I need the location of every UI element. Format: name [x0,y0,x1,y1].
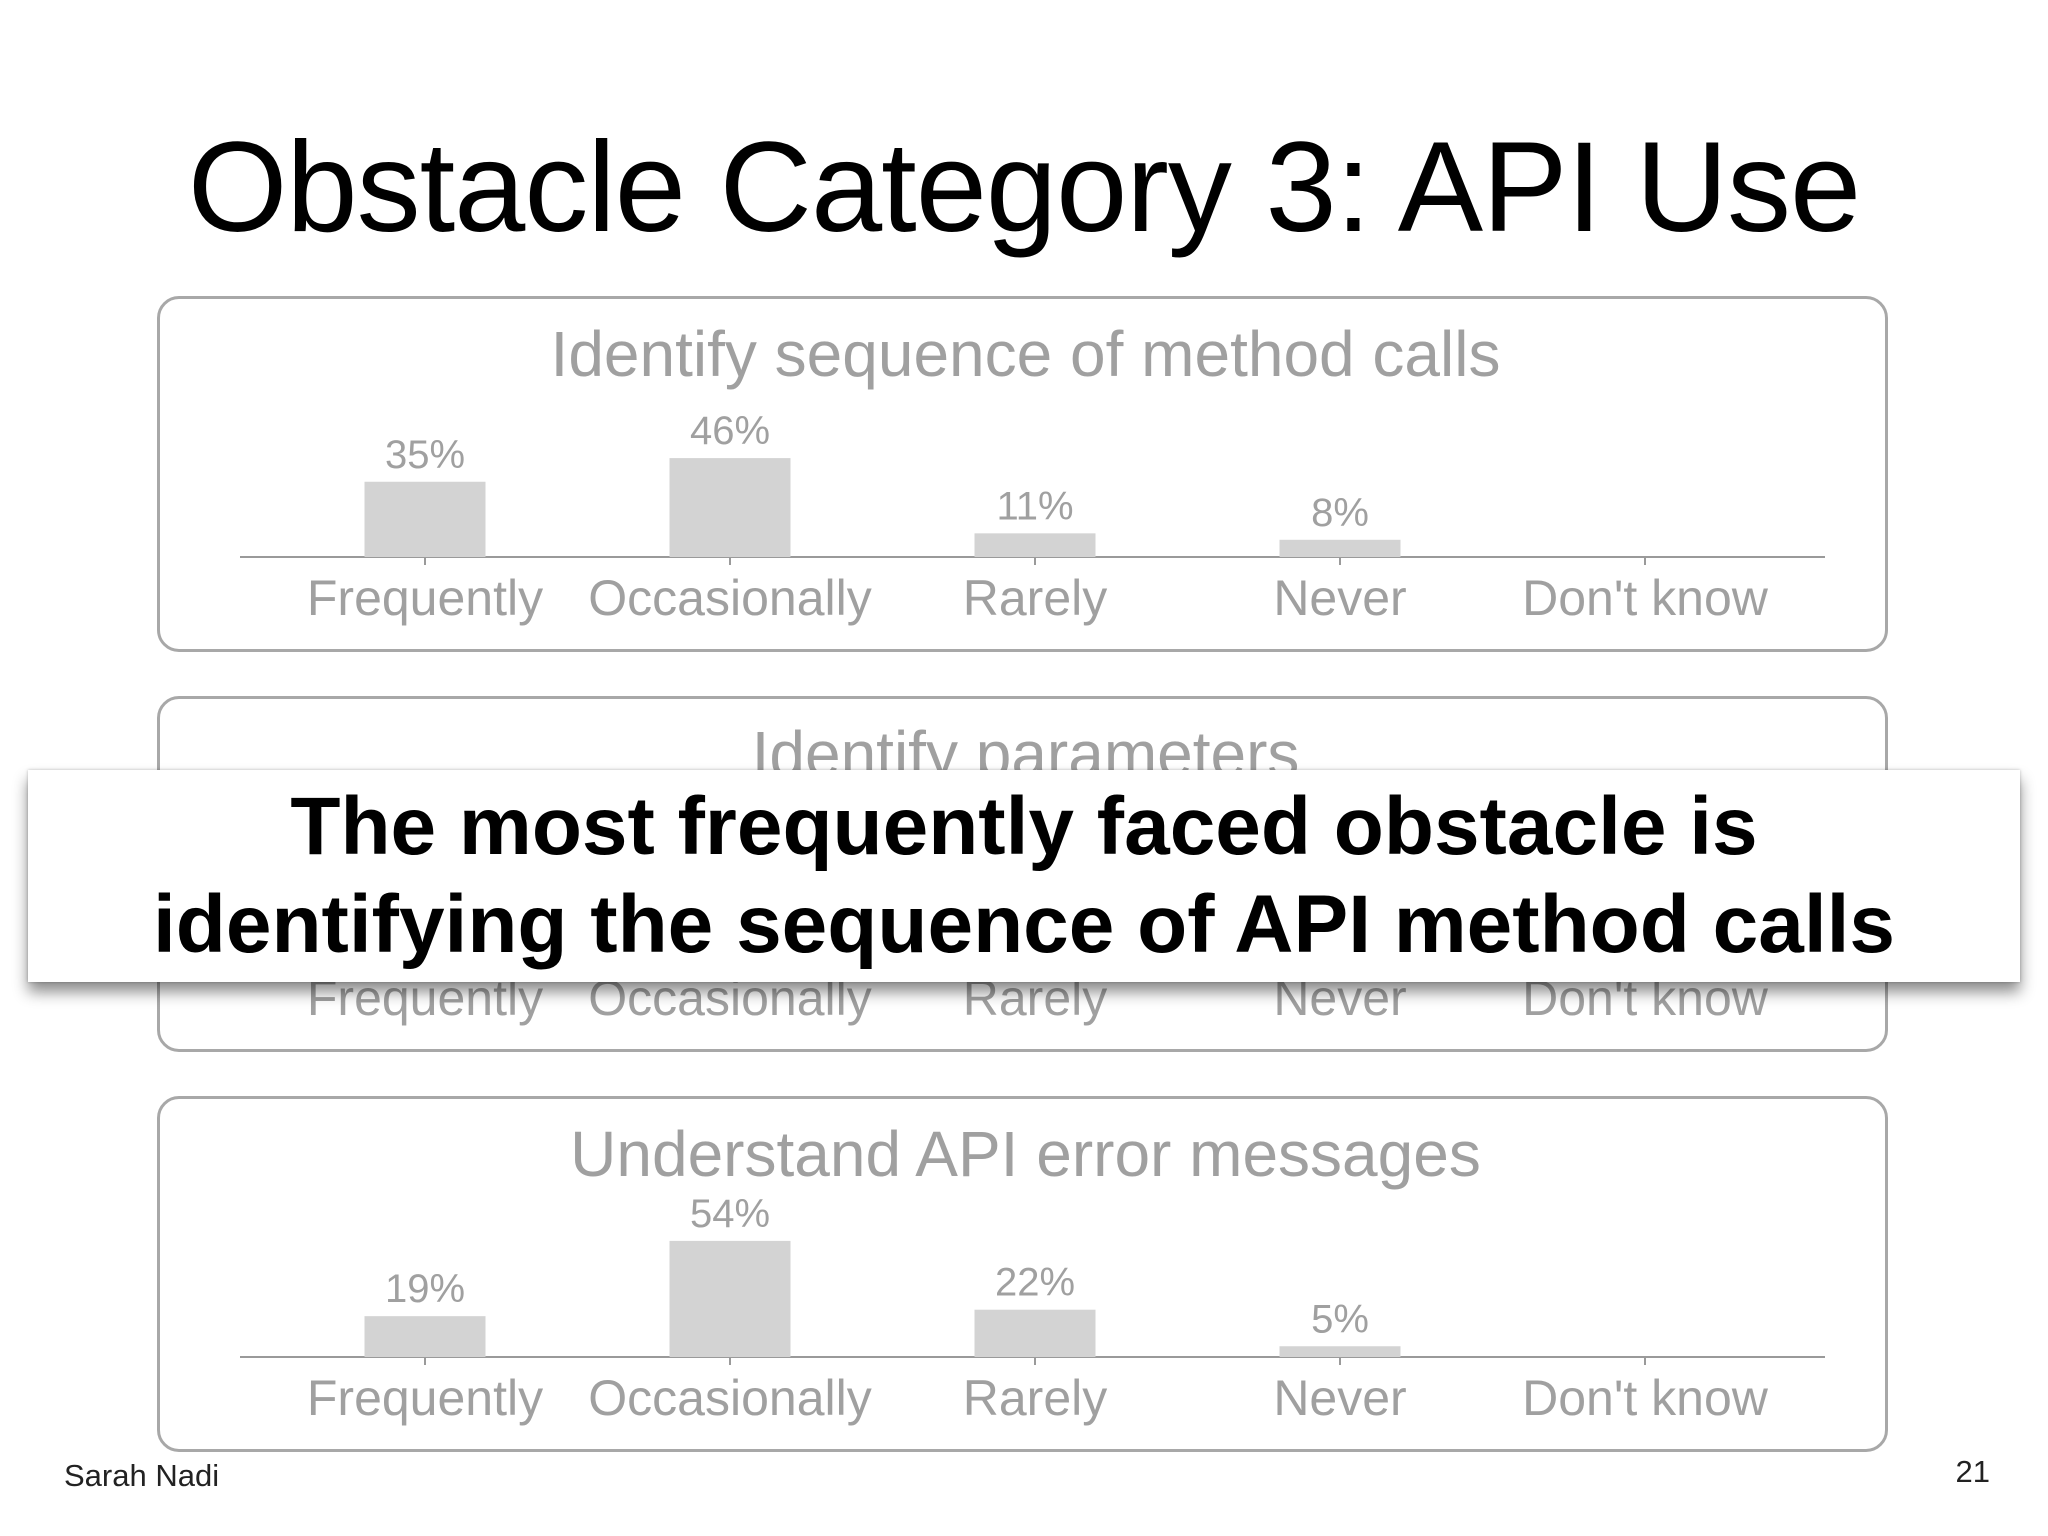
bar-value-label: 46% [690,409,770,453]
callout-line-2: identifying the sequence of API method c… [152,879,1896,970]
bar-value-label: 22% [995,1261,1075,1305]
bar-value-label: 5% [1311,1297,1369,1341]
x-tick-label: Rarely [963,570,1107,626]
bar [669,1240,791,1357]
x-tick-label: Occasionally [588,1370,871,1426]
x-tick-label: Frequently [307,1370,543,1426]
x-tick-label: Don't know [1522,570,1769,626]
bar [669,458,791,557]
bar-chart: Identify sequence of method calls 35% Freq… [240,318,1825,626]
bar-value-label: 35% [385,433,465,477]
bar-value-label: 19% [385,1267,465,1311]
bar-chart: Understand API error messages 19% Frequent… [240,1118,1825,1426]
slide-title: Obstacle Category 3: API Use [187,116,1861,259]
x-tick-label: Rarely [963,1370,1107,1426]
bar [974,1309,1096,1357]
callout-line-1: The most frequently faced obstacle is [290,781,1758,872]
page-number: 21 [1955,1454,1990,1489]
chart-panel-error-messages: Understand API error messages 19% Frequent… [157,1096,1888,1452]
callout-box: The most frequently faced obstacle is id… [28,770,2020,982]
bar-value-label: 54% [690,1192,770,1236]
bar-value-label: 8% [1311,491,1369,535]
x-tick-label: Never [1273,1370,1406,1426]
x-tick-label: Never [1273,570,1406,626]
x-tick-label: Occasionally [588,570,871,626]
bar-value-label: 11% [996,484,1073,528]
chart-title: Understand API error messages [570,1118,1481,1190]
chart-title: Identify sequence of method calls [551,318,1501,390]
chart-panel-sequence: Identify sequence of method calls 35% Freq… [157,296,1888,652]
bar [1279,539,1401,557]
x-tick-label: Frequently [307,570,543,626]
bar [364,481,486,557]
bar [1279,1346,1401,1357]
bar [974,533,1096,557]
bar [364,1316,486,1357]
footer-author: Sarah Nadi [64,1458,220,1493]
x-tick-label: Don't know [1522,1370,1769,1426]
